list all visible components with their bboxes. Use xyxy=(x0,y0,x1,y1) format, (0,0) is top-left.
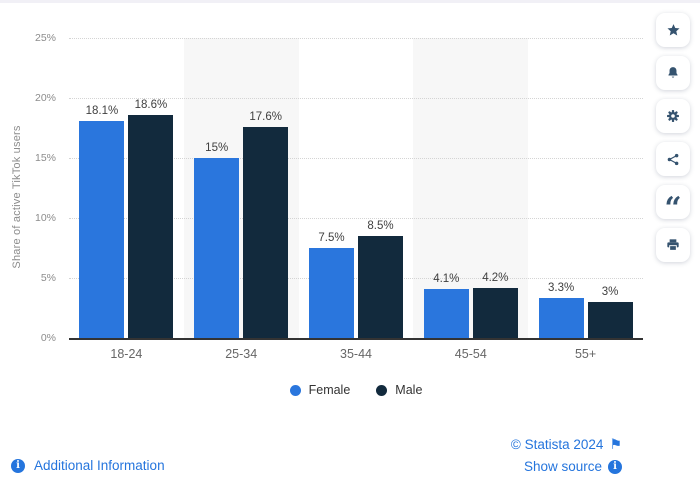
legend-item-female: Female xyxy=(289,383,351,397)
bar-female-25-34 xyxy=(194,158,240,338)
gridline-10% xyxy=(69,218,643,219)
bar-female-18-24 xyxy=(79,120,125,338)
legend-label-female: Female xyxy=(308,383,351,397)
quote-icon: “ xyxy=(664,191,682,226)
bar-female-35-44 xyxy=(309,248,354,338)
bell-icon xyxy=(665,65,681,81)
gridline-5% xyxy=(69,278,643,279)
toolbar-sidebar: “ xyxy=(656,13,690,262)
y-tick-label: 20% xyxy=(34,92,56,104)
settings-button[interactable] xyxy=(656,99,690,133)
additional-information-link[interactable]: i Additional Information xyxy=(11,458,165,473)
y-tick-label: 10% xyxy=(34,212,56,224)
x-axis-label-18-24: 18-24 xyxy=(110,347,143,361)
cite-button[interactable]: “ xyxy=(656,185,690,226)
x-axis-labels: 18-24 25-34 35-44 45-54 55+ xyxy=(0,347,700,363)
y-tick-label: 25% xyxy=(34,32,56,44)
info-icon: i xyxy=(608,459,622,474)
bar-male-35-44 xyxy=(358,236,403,338)
x-axis-label-45-54: 45-54 xyxy=(454,347,487,361)
bar-male-55+ xyxy=(587,302,633,338)
copyright-label: © Statista 2024 xyxy=(510,437,604,452)
x-axis-label-25-34: 25-34 xyxy=(225,347,258,361)
bar-male-45-54 xyxy=(472,287,518,338)
gridline-15% xyxy=(69,158,643,159)
share-icon xyxy=(666,152,681,167)
gridline-25% xyxy=(69,38,643,39)
printer-icon xyxy=(665,237,681,253)
info-icon: i xyxy=(11,458,25,473)
value-label-male-18-24: 18.6% xyxy=(134,98,168,111)
footer-right: © Statista 2024 ⚑ Show source i xyxy=(511,437,622,474)
legend: Female Male xyxy=(69,383,643,397)
info-glyph: i xyxy=(613,461,617,472)
bar-female-55+ xyxy=(538,298,584,338)
value-label-female-55+: 3.3% xyxy=(547,282,575,295)
show-source-link[interactable]: Show source i xyxy=(524,459,622,474)
info-glyph: i xyxy=(16,460,20,471)
gridline-20% xyxy=(69,98,643,99)
statista-copyright-link[interactable]: © Statista 2024 ⚑ xyxy=(511,437,622,452)
legend-label-male: Male xyxy=(395,383,423,397)
alerts-button[interactable] xyxy=(656,56,690,90)
value-label-female-35-44: 7.5% xyxy=(318,232,345,244)
legend-dot-male xyxy=(376,384,388,396)
y-axis-title: Share of active TikTok users xyxy=(11,125,23,269)
favorite-button[interactable] xyxy=(656,13,690,47)
value-label-male-55+: 3% xyxy=(601,286,619,298)
star-icon xyxy=(665,22,682,39)
bar-male-25-34 xyxy=(243,126,289,338)
flag-icon: ⚑ xyxy=(609,436,622,453)
plot-area: 18.1% 18.6% 15% 17.6% 7.5% 8.5% 4.1% 4.2% 3.3% 3% xyxy=(69,38,643,340)
value-label-female-45-54: 4.1% xyxy=(433,272,460,285)
legend-dot-female xyxy=(289,384,301,396)
value-label-male-45-54: 4.2% xyxy=(482,271,509,284)
gear-icon xyxy=(665,108,681,124)
y-tick-label: 5% xyxy=(40,272,56,284)
bar-female-45-54 xyxy=(423,288,469,338)
value-label-female-18-24: 18.1% xyxy=(85,104,119,117)
value-label-female-25-34: 15% xyxy=(205,142,229,154)
y-tick-label: 0% xyxy=(40,332,56,344)
additional-information-label: Additional Information xyxy=(34,458,165,473)
x-axis-label-35-44: 35-44 xyxy=(340,347,372,361)
print-button[interactable] xyxy=(656,228,690,262)
x-axis-label-55+: 55+ xyxy=(574,347,597,361)
value-label-male-35-44: 8.5% xyxy=(367,220,394,232)
bar-male-18-24 xyxy=(128,114,174,338)
show-source-label: Show source xyxy=(523,459,602,474)
top-edge-divider xyxy=(0,0,700,3)
y-tick-label: 15% xyxy=(34,152,56,164)
legend-item-male: Male xyxy=(376,383,422,397)
share-button[interactable] xyxy=(656,142,690,176)
value-label-male-25-34: 17.6% xyxy=(249,110,282,123)
